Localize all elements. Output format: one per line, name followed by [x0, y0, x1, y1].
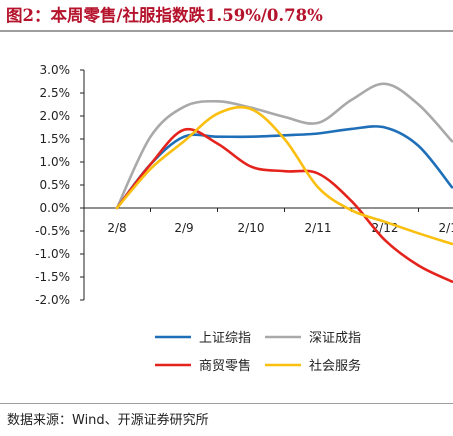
- series-line-2: [115, 127, 453, 283]
- legend-label: 商贸零售: [199, 358, 251, 374]
- y-tick-label: 1.5%: [40, 132, 71, 146]
- x-tick-label: 2/8: [107, 221, 126, 235]
- footer-divider: [0, 403, 453, 404]
- data-source-note: 数据来源：Wind、开源证券研究所: [7, 413, 209, 428]
- x-tick-label: 2/13: [439, 221, 453, 235]
- line-chart: 3.0% 2.5% 2.0% 1.5% 1.0% 0.5% 0.0% -0.5% -1.0% -1…: [35, 63, 453, 374]
- y-tick-label: 1.0%: [40, 155, 71, 169]
- y-tick-label: 2.0%: [40, 109, 71, 123]
- series-line-1: [115, 82, 453, 210]
- y-tick-label: -1.0%: [35, 247, 70, 261]
- y-tick-label: 0.5%: [40, 178, 71, 192]
- legend-label: 上证综指: [199, 331, 251, 346]
- chart-title: 图2：本周零售/社服指数跌1.59%/0.78%: [6, 6, 323, 25]
- y-tick-label: 0.0%: [40, 201, 71, 215]
- y-axis: 3.0% 2.5% 2.0% 1.5% 1.0% 0.5% 0.0% -0.5% -1.0% -1…: [35, 63, 85, 307]
- x-tick-label: 2/9: [174, 221, 193, 235]
- series-line-0: [115, 125, 453, 210]
- legend-label: 深证成指: [309, 331, 361, 346]
- x-tick-label: 2/10: [238, 221, 265, 235]
- y-tick-label: -1.5%: [35, 270, 70, 284]
- title-divider: [0, 30, 453, 32]
- y-tick-label: -0.5%: [35, 224, 70, 238]
- y-tick-label: 2.5%: [40, 86, 71, 100]
- y-tick-label: -2.0%: [35, 293, 70, 307]
- series-lines: [115, 82, 453, 283]
- x-axis: 2/82/92/102/112/122/13: [84, 207, 453, 235]
- series-line-3: [115, 105, 453, 246]
- y-tick-label: 3.0%: [40, 63, 71, 77]
- legend-label: 社会服务: [309, 358, 361, 374]
- x-tick-label: 2/11: [305, 221, 332, 235]
